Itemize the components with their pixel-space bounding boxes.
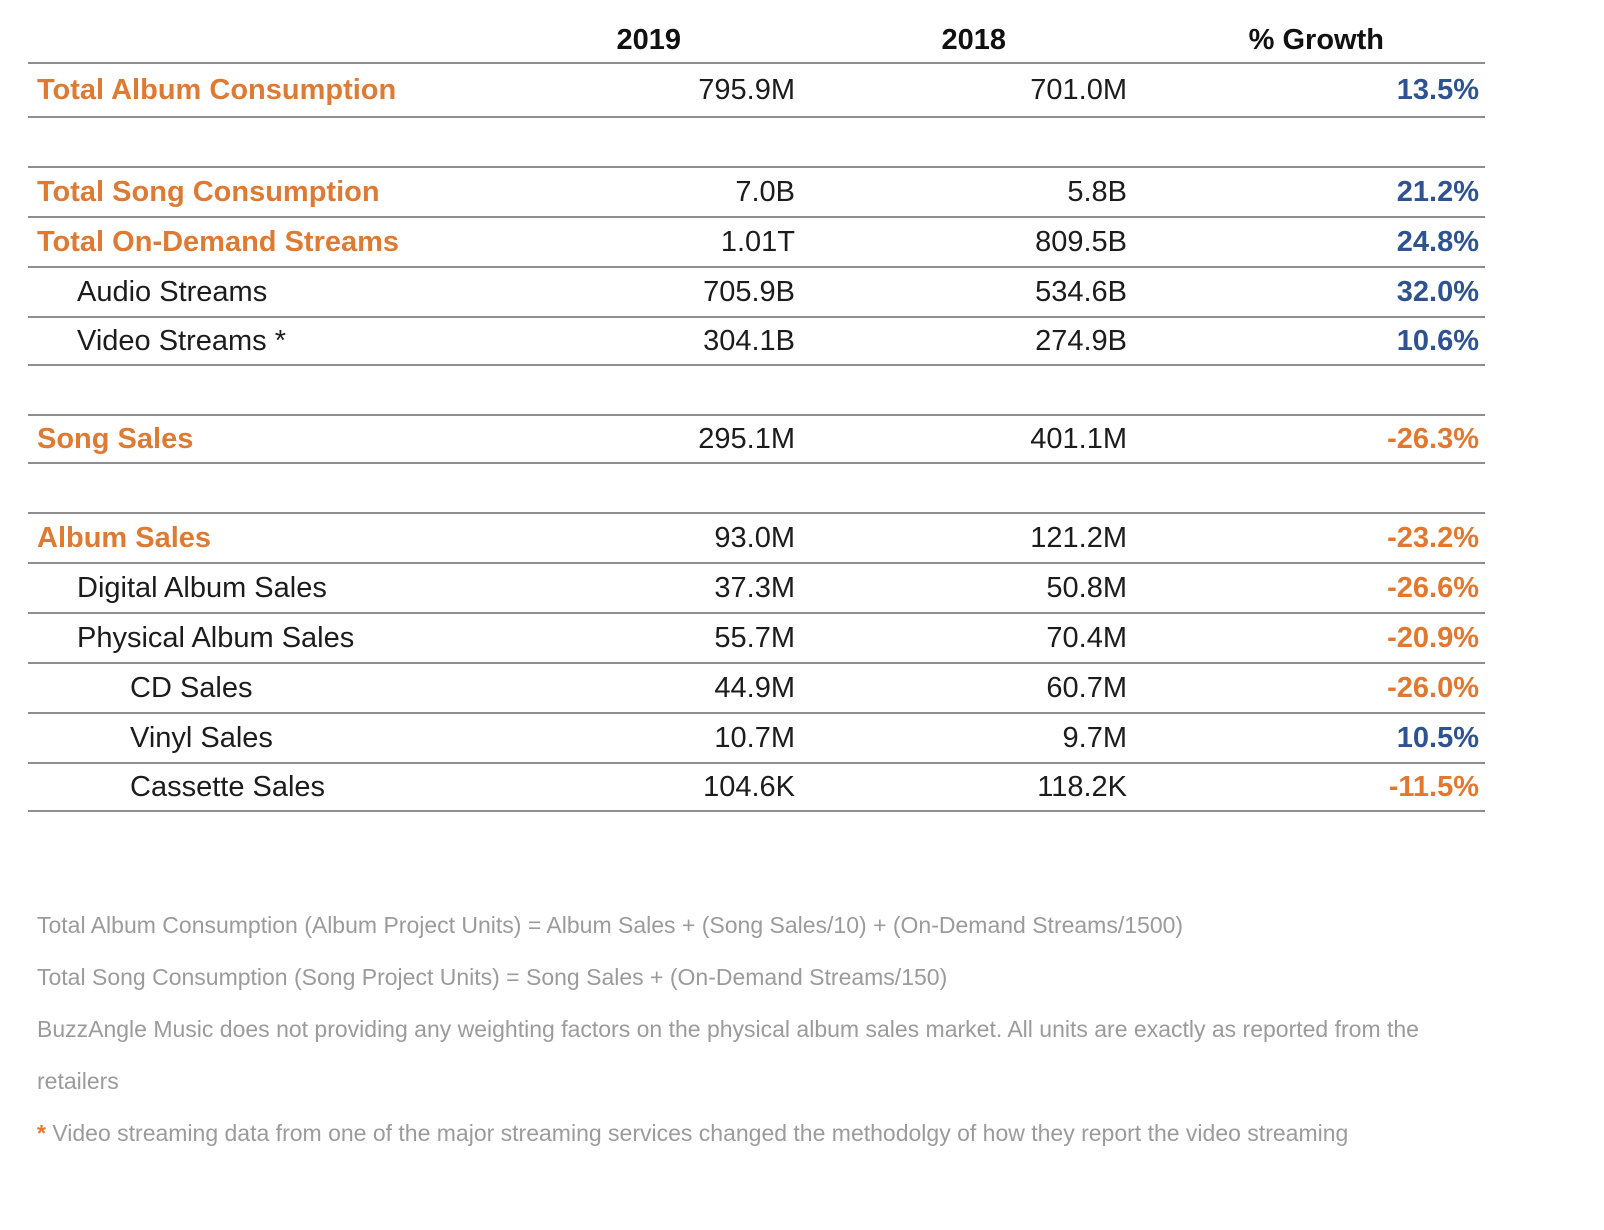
- row-label: Audio Streams: [77, 275, 268, 308]
- value-2018: 9.7M: [1062, 721, 1127, 754]
- growth-value: 10.5%: [1396, 721, 1479, 754]
- row-label: Album Sales: [37, 521, 212, 554]
- value-2018: 534.6B: [1035, 275, 1127, 308]
- footnote-text: Video streaming data from one of the maj…: [52, 1120, 1349, 1146]
- value-2019: 93.0M: [714, 521, 795, 554]
- growth-value: -20.9%: [1387, 621, 1479, 654]
- table-row: CD Sales 44.9M 60.7M -26.0%: [28, 662, 1485, 712]
- section-gap: [28, 118, 1485, 166]
- table-row: Total On-Demand Streams 1.01T 809.5B 24.…: [28, 216, 1485, 266]
- footnote: Total Album Consumption (Album Project U…: [37, 899, 1437, 951]
- growth-value: -26.0%: [1387, 671, 1479, 704]
- table-row: Vinyl Sales 10.7M 9.7M 10.5%: [28, 712, 1485, 762]
- value-2019: 1.01T: [720, 225, 795, 258]
- table-row: Album Sales 93.0M 121.2M -23.2%: [28, 512, 1485, 562]
- growth-value: 24.8%: [1396, 225, 1479, 258]
- growth-value: -26.6%: [1387, 571, 1479, 604]
- value-2019: 304.1B: [703, 324, 795, 357]
- row-label: Total Album Consumption: [37, 73, 397, 106]
- value-2019: 10.7M: [714, 721, 795, 754]
- growth-value: 21.2%: [1396, 175, 1479, 208]
- footnote: * Video streaming data from one of the m…: [37, 1107, 1437, 1159]
- row-label: Total Song Consumption: [37, 175, 380, 208]
- value-2019: 705.9B: [703, 275, 795, 308]
- growth-value: 10.6%: [1396, 324, 1479, 357]
- value-2018: 60.7M: [1046, 671, 1127, 704]
- table-rows: Total Album Consumption 795.9M 701.0M 13…: [28, 62, 1485, 812]
- value-2018: 401.1M: [1030, 422, 1127, 455]
- value-2018: 809.5B: [1035, 225, 1127, 258]
- column-header-growth: % Growth: [1248, 24, 1384, 56]
- value-2018: 274.9B: [1035, 324, 1127, 357]
- table-row: Audio Streams 705.9B 534.6B 32.0%: [28, 266, 1485, 316]
- value-2019: 295.1M: [698, 422, 795, 455]
- growth-value: 32.0%: [1396, 275, 1479, 308]
- growth-value: -26.3%: [1387, 422, 1479, 455]
- growth-value: -23.2%: [1387, 521, 1479, 554]
- row-label: Total On-Demand Streams: [37, 225, 400, 258]
- footnote-text: Total Song Consumption (Song Project Uni…: [37, 964, 948, 990]
- table-row: Total Album Consumption 795.9M 701.0M 13…: [28, 62, 1485, 118]
- section-gap: [28, 366, 1485, 414]
- value-2018: 70.4M: [1046, 621, 1127, 654]
- row-label: Digital Album Sales: [77, 571, 327, 604]
- row-label: CD Sales: [130, 671, 253, 704]
- table-row: Physical Album Sales 55.7M 70.4M -20.9%: [28, 612, 1485, 662]
- table-row: Video Streams * 304.1B 274.9B 10.6%: [28, 316, 1485, 366]
- table-row: Total Song Consumption 7.0B 5.8B 21.2%: [28, 166, 1485, 216]
- table-row: Digital Album Sales 37.3M 50.8M -26.6%: [28, 562, 1485, 612]
- value-2019: 44.9M: [714, 671, 795, 704]
- value-2018: 701.0M: [1030, 73, 1127, 106]
- row-label: Song Sales: [37, 422, 194, 455]
- value-2019: 55.7M: [714, 621, 795, 654]
- table-header-row: 2019 2018 % Growth: [28, 24, 1485, 62]
- footnote-asterisk: *: [37, 1120, 53, 1146]
- value-2019: 7.0B: [735, 175, 795, 208]
- row-label: Video Streams *: [77, 324, 287, 357]
- value-2018: 121.2M: [1030, 521, 1127, 554]
- column-header-2018: 2018: [941, 24, 1006, 56]
- growth-value: 13.5%: [1396, 73, 1479, 106]
- growth-value: -11.5%: [1388, 770, 1479, 803]
- consumption-table: 2019 2018 % Growth Total Album Consumpti…: [28, 24, 1485, 812]
- footnotes: Total Album Consumption (Album Project U…: [37, 899, 1437, 1159]
- section-gap: [28, 464, 1485, 512]
- value-2018: 118.2K: [1037, 770, 1127, 803]
- footnote: BuzzAngle Music does not providing any w…: [37, 1003, 1437, 1107]
- row-label: Physical Album Sales: [77, 621, 355, 654]
- value-2019: 37.3M: [714, 571, 795, 604]
- table-row: Song Sales 295.1M 401.1M -26.3%: [28, 414, 1485, 464]
- footnote-text: BuzzAngle Music does not providing any w…: [37, 1016, 1419, 1094]
- footnote: Total Song Consumption (Song Project Uni…: [37, 951, 1437, 1003]
- table-row: Cassette Sales 104.6K 118.2K -11.5%: [28, 762, 1485, 812]
- value-2019: 104.6K: [703, 770, 795, 803]
- value-2019: 795.9M: [698, 73, 795, 106]
- column-header-2019: 2019: [616, 24, 681, 56]
- row-label: Cassette Sales: [130, 770, 326, 803]
- value-2018: 50.8M: [1046, 571, 1127, 604]
- value-2018: 5.8B: [1067, 175, 1127, 208]
- row-label: Vinyl Sales: [130, 721, 273, 754]
- footnote-text: Total Album Consumption (Album Project U…: [37, 912, 1184, 938]
